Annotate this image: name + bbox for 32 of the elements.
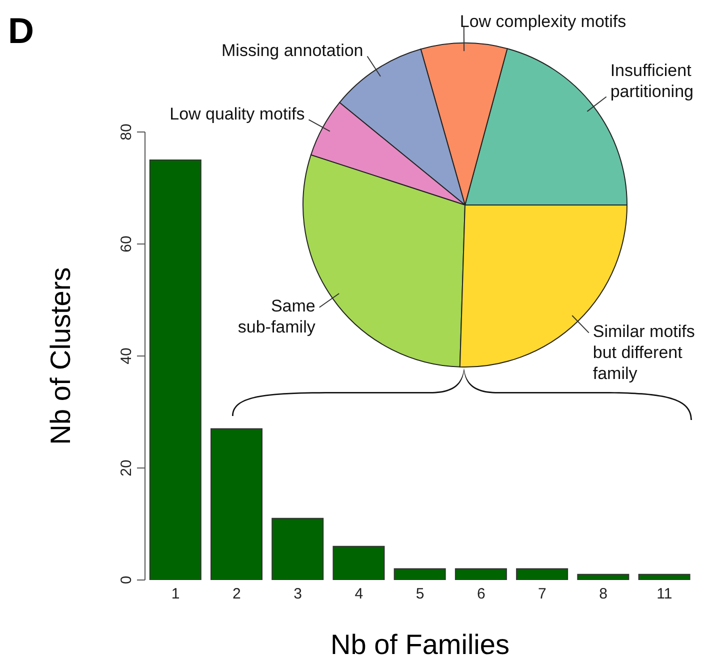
bar bbox=[577, 574, 630, 580]
bar bbox=[394, 568, 446, 580]
y-axis-title: Nb of Clusters bbox=[44, 267, 76, 445]
x-tick-label: 1 bbox=[171, 586, 180, 603]
x-tick-label: 3 bbox=[294, 586, 302, 603]
slice-label: Low complexity motifs bbox=[460, 12, 626, 32]
y-tick-label: 40 bbox=[118, 348, 135, 364]
x-tick-label: 6 bbox=[476, 586, 486, 603]
bar bbox=[638, 574, 690, 580]
x-tick-label: 11 bbox=[656, 586, 672, 603]
slice-label: Insufficient partitioning bbox=[610, 60, 694, 101]
bar bbox=[516, 568, 568, 580]
x-axis-title: Nb of Families bbox=[330, 629, 510, 660]
bar bbox=[272, 518, 324, 580]
bar bbox=[210, 428, 262, 580]
y-tick-label: 60 bbox=[118, 236, 135, 252]
bar bbox=[332, 546, 385, 580]
y-tick-label: 0 bbox=[118, 576, 135, 584]
x-tick-label: 2 bbox=[232, 586, 241, 603]
slice-label: Similar motifs but different family bbox=[592, 322, 695, 383]
x-tick-label: 7 bbox=[538, 586, 546, 603]
chart-title: D bbox=[8, 10, 34, 52]
x-tick-label: 8 bbox=[599, 586, 608, 603]
x-tick-label: 4 bbox=[354, 586, 364, 603]
bar bbox=[149, 160, 202, 580]
slice-label: Missing annotation bbox=[222, 41, 364, 60]
bar bbox=[454, 568, 507, 580]
y-tick-label: 20 bbox=[118, 460, 135, 476]
slice-label: Same sub-family bbox=[238, 296, 316, 336]
y-tick-label: 80 bbox=[118, 124, 135, 140]
x-tick-label: 5 bbox=[416, 586, 424, 603]
slice-label: Low quality motifs bbox=[170, 104, 305, 124]
